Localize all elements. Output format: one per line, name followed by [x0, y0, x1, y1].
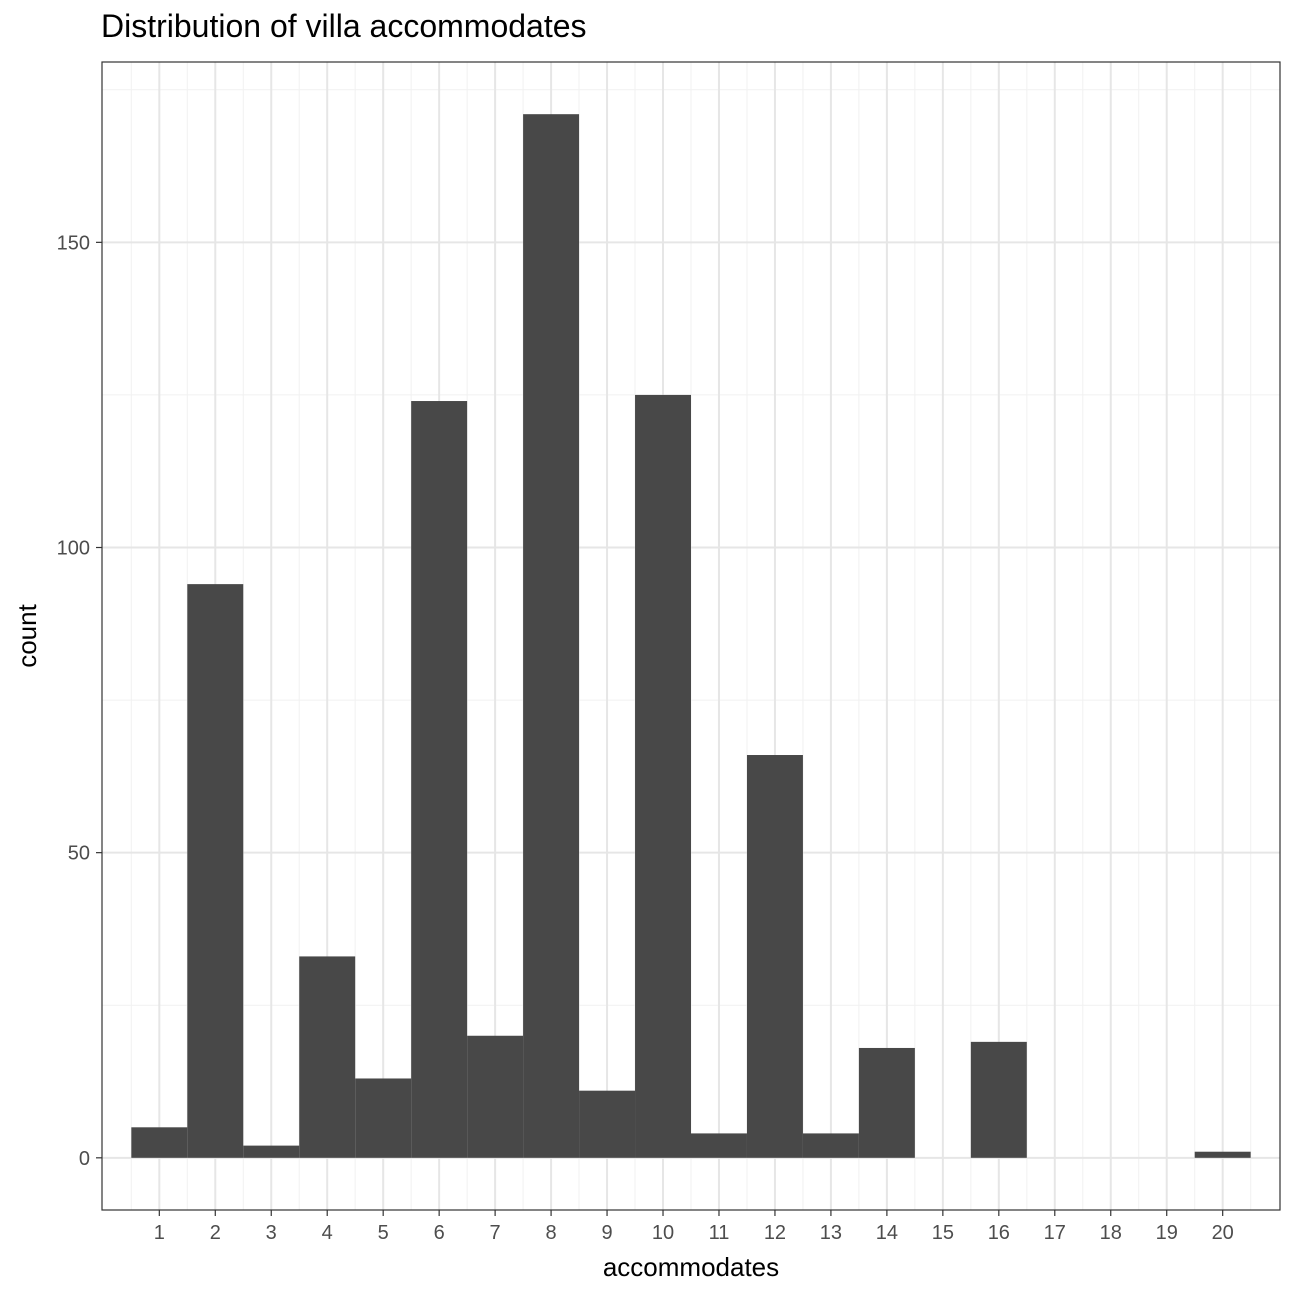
x-tick-label: 17: [1044, 1222, 1066, 1244]
bar-11: [691, 1133, 747, 1158]
x-axis-title: accommodates: [603, 1252, 779, 1282]
x-tick-label: 14: [876, 1222, 898, 1244]
x-tick-label: 2: [210, 1222, 221, 1244]
x-tick-label: 3: [266, 1222, 277, 1244]
bar-4: [299, 956, 356, 1158]
bar-7: [467, 1035, 524, 1158]
x-tick-label: 20: [1212, 1222, 1234, 1244]
bar-9: [579, 1090, 636, 1158]
y-tick-label: 50: [68, 843, 90, 865]
x-tick-label: 18: [1100, 1222, 1122, 1244]
bar-12: [746, 755, 803, 1158]
bars: [131, 114, 1251, 1158]
x-tick-label: 4: [322, 1222, 333, 1244]
bar-2: [187, 584, 244, 1158]
bar-14: [858, 1047, 915, 1158]
x-tick-label: 11: [709, 1222, 730, 1244]
x-tick-label: 5: [378, 1222, 389, 1244]
x-tick-label: 19: [1156, 1222, 1178, 1244]
bar-20: [1194, 1151, 1251, 1158]
x-tick-label: 9: [601, 1222, 612, 1244]
x-tick-label: 16: [988, 1222, 1010, 1244]
y-tick-label: 100: [57, 538, 90, 560]
x-tick-label: 7: [490, 1222, 501, 1244]
bar-1: [131, 1127, 188, 1158]
panel-border: [101, 61, 1281, 1211]
bar-6: [411, 401, 468, 1158]
x-tick-label: 15: [932, 1222, 954, 1244]
y-tick-label: 0: [79, 1148, 90, 1170]
y-tick-label: 150: [57, 232, 90, 254]
x-tick-label: 6: [434, 1222, 445, 1244]
bar-3: [243, 1145, 300, 1158]
bar-13: [802, 1133, 859, 1158]
chart-title: Distribution of villa accommodates: [101, 8, 587, 44]
x-tick-label: 13: [820, 1222, 842, 1244]
bar-8: [523, 114, 580, 1158]
x-tick-label: 1: [154, 1222, 165, 1244]
y-axis-title: count: [12, 603, 42, 667]
x-tick-label: 8: [546, 1222, 557, 1244]
bar-10: [635, 394, 691, 1158]
x-tick-label: 10: [652, 1222, 674, 1244]
x-tick-label: 12: [764, 1222, 786, 1244]
bar-16: [970, 1041, 1027, 1158]
bar-5: [355, 1078, 412, 1158]
